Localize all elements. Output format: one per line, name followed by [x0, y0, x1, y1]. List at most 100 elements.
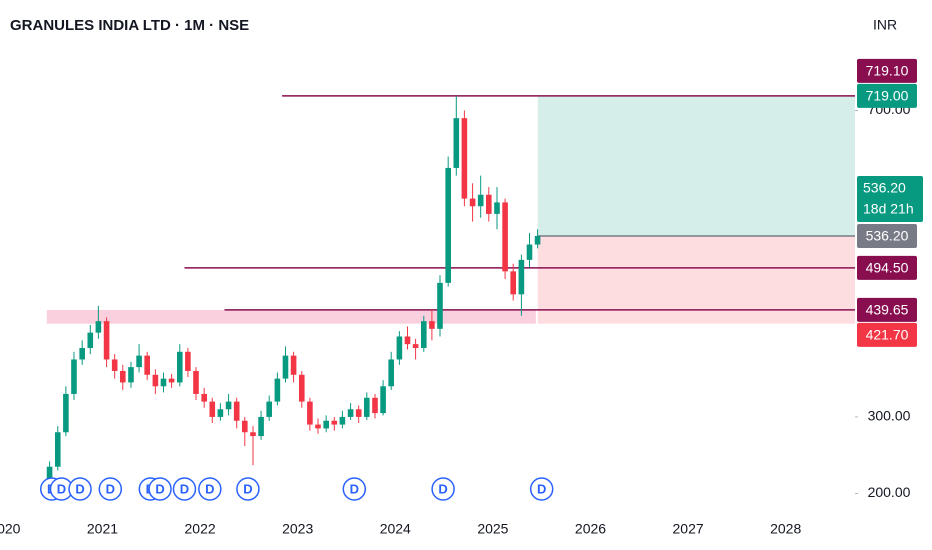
candle-body — [429, 321, 435, 329]
candle-body — [128, 367, 134, 383]
candle-body — [258, 416, 264, 437]
y-tick-label: 200.00 — [868, 484, 911, 500]
dividend-label: D — [205, 481, 214, 496]
candle-body — [290, 355, 297, 375]
last-price-label: 536.20 — [863, 180, 906, 196]
x-tick-label: 2021 — [87, 521, 118, 537]
candle-body — [315, 424, 321, 429]
candle-body — [79, 347, 85, 360]
dividend-marker — [68, 477, 92, 501]
candle-body — [274, 378, 281, 402]
entry-label: 536.20 — [866, 228, 909, 244]
dividend-label: D — [106, 481, 115, 496]
candle-body — [54, 432, 61, 467]
x-tick-label: 2028 — [770, 521, 801, 537]
candle-body — [363, 397, 370, 417]
candle-body — [494, 202, 500, 214]
level-label: 439.65 — [866, 302, 909, 318]
dividend-marker — [198, 477, 222, 501]
candle-body — [63, 393, 69, 433]
candle-body — [144, 355, 150, 375]
dividend-marker — [236, 477, 260, 501]
stop-label-bg — [857, 322, 917, 347]
target-label-bg — [857, 83, 917, 108]
candle-body — [420, 321, 427, 348]
candle-body — [103, 321, 110, 360]
candle-body — [136, 355, 142, 368]
dividend-marker — [342, 477, 367, 501]
candle-body — [185, 351, 191, 371]
candle-body — [298, 374, 305, 402]
candle-body — [111, 359, 118, 371]
target-area — [537, 95, 855, 236]
candle-body — [168, 378, 175, 383]
dividend-label: D — [438, 481, 447, 496]
candle-body — [437, 282, 443, 329]
support-zone — [46, 309, 536, 324]
candle-body — [445, 167, 451, 283]
x-tick-label: 2023 — [282, 521, 313, 537]
candle-body — [485, 194, 492, 214]
candle-body — [347, 409, 354, 417]
candle-body — [412, 344, 419, 348]
target-label: 719.00 — [866, 88, 909, 104]
candle-body — [461, 118, 468, 199]
candle-body — [87, 332, 94, 348]
x-tick-label: 2027 — [673, 521, 704, 537]
level-label: 494.50 — [866, 260, 909, 276]
candle-body — [469, 198, 476, 207]
candle-body — [380, 386, 386, 414]
candle-body — [241, 420, 248, 433]
entry-label-bg — [857, 223, 917, 248]
candle-body — [453, 118, 460, 168]
x-tick-label: 2022 — [185, 521, 216, 537]
candle-body — [282, 355, 289, 379]
last-price-bg — [857, 175, 923, 222]
dividend-marker — [431, 477, 455, 501]
candle-body — [477, 194, 484, 207]
candle-body — [201, 393, 207, 402]
x-tick-label: 2025 — [477, 521, 508, 537]
candle-body — [95, 321, 102, 333]
stop-label: 421.70 — [866, 327, 909, 343]
level-label-bg — [857, 297, 917, 322]
dividend-label: D — [537, 481, 546, 496]
candle-body — [119, 370, 126, 383]
dividend-label: D — [180, 481, 189, 496]
candle-body — [160, 378, 167, 387]
candle-body — [518, 259, 525, 295]
candle-body — [176, 351, 183, 383]
candle-body — [307, 401, 313, 425]
candle-body — [510, 271, 516, 295]
y-tick-label: 300.00 — [868, 408, 911, 424]
level-label: 719.10 — [866, 63, 909, 79]
candle-body — [266, 401, 272, 417]
dividend-label: D — [350, 481, 359, 496]
candle-body — [193, 370, 199, 394]
x-tick-label: 2024 — [380, 521, 411, 537]
candle-body — [396, 336, 403, 360]
dividend-marker — [148, 477, 172, 501]
level-label-bg — [857, 255, 917, 280]
dividend-label: D — [155, 481, 164, 496]
x-tick-label: 2026 — [575, 521, 606, 537]
candle-body — [323, 420, 329, 429]
countdown-label: 18d 21h — [863, 201, 914, 217]
dividend-label: D — [57, 481, 66, 496]
candle-body — [372, 397, 378, 414]
candle-body — [355, 409, 362, 417]
dividend-label: D — [243, 481, 252, 496]
dividend-label: D — [75, 481, 84, 496]
stop-area — [537, 235, 855, 324]
level-label-bg — [857, 58, 917, 83]
candle-body — [388, 359, 394, 387]
chart-title: GRANULES INDIA LTD · 1M · NSE — [10, 17, 249, 34]
candle-body — [233, 401, 240, 421]
candle-body — [526, 244, 533, 260]
candle-body — [209, 401, 216, 417]
candle-body — [71, 359, 77, 394]
dividend-marker — [529, 477, 554, 501]
